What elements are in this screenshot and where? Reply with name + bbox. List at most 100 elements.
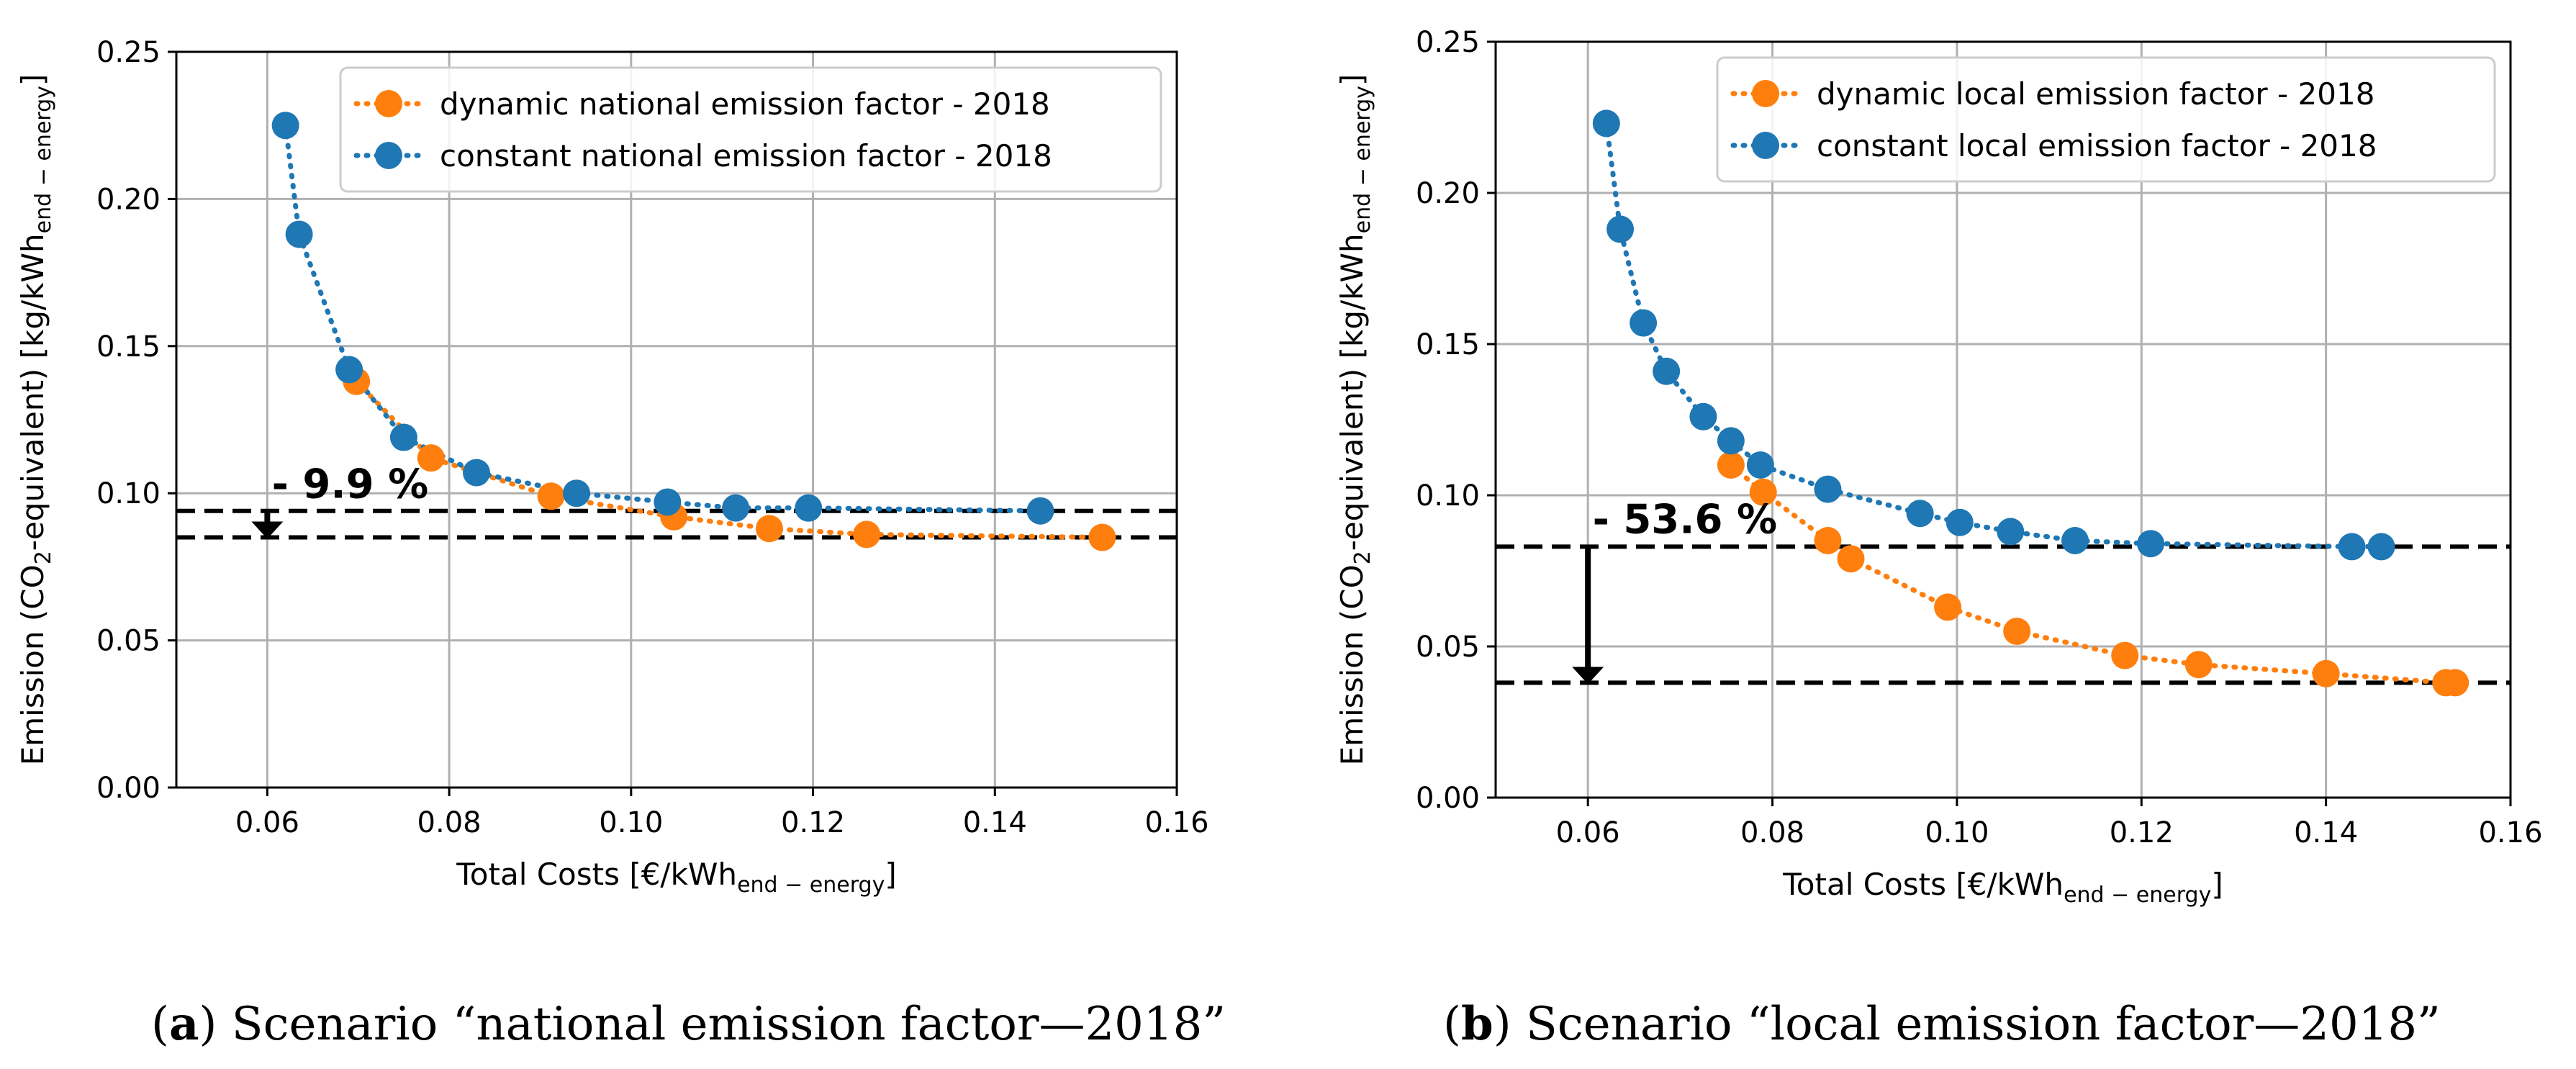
series-line-dynamic — [1728, 462, 2458, 685]
data-point-dynamic — [1814, 527, 1842, 554]
x-axis-label-sub: end − energy — [2064, 883, 2211, 908]
data-point-constant — [1592, 109, 1620, 137]
y-axis-label-close: ] — [15, 74, 50, 86]
data-point-constant — [722, 494, 750, 522]
data-point-constant — [1689, 402, 1717, 430]
data-point-dynamic — [2312, 659, 2340, 687]
data-point-constant — [1026, 497, 1054, 525]
series-line-constant — [283, 122, 1043, 514]
data-point-constant — [1997, 518, 2025, 546]
legend-entry-constant: constant local emission factor - 2018 — [1730, 128, 2377, 163]
y-axis-label-mid: -equivalent) [kg/kWh — [1334, 233, 1370, 551]
legend-box — [339, 66, 1162, 193]
data-point-constant — [285, 220, 313, 248]
data-point-dynamic — [417, 444, 445, 472]
data-point-constant — [2061, 527, 2089, 554]
reduction-arrow-head — [251, 521, 284, 539]
x-tick-label: 0.14 — [963, 806, 1027, 839]
legend: dynamic local emission factor - 2018 cons… — [1716, 56, 2496, 183]
data-point-dynamic — [2441, 669, 2469, 697]
y-tick-label: 0.20 — [96, 183, 161, 216]
y-tick-label: 0.10 — [96, 477, 161, 510]
reduction-arrow-head — [1572, 667, 1604, 685]
data-point-dynamic — [1088, 523, 1116, 551]
legend-marker — [1752, 80, 1779, 107]
data-point-constant — [795, 494, 823, 522]
data-point-dynamic — [1749, 478, 1777, 506]
x-axis-label: Total Costs [€/kWhend − energy] — [456, 857, 896, 898]
y-tick-label: 0.15 — [96, 330, 161, 364]
x-tick-label: 0.08 — [417, 806, 482, 839]
data-point-dynamic — [755, 515, 783, 543]
caption-letter: b — [1460, 997, 1493, 1051]
data-point-dynamic — [853, 520, 881, 549]
data-point-constant — [389, 423, 417, 451]
data-point-constant — [335, 356, 363, 384]
chart-national: 0.06 0.08 0.10 0.12 0.14 0.16 0.00 0.05 0.10 0.15… — [15, 36, 1209, 898]
data-point-constant — [2137, 530, 2165, 558]
caption-letter: a — [168, 997, 199, 1051]
legend-entry-dynamic: dynamic local emission factor - 2018 — [1730, 76, 2374, 112]
legend-label: constant local emission factor - 2018 — [1817, 128, 2377, 163]
y-axis-label-sub1: 2 — [1350, 551, 1375, 564]
data-point-constant — [1814, 475, 1842, 503]
legend-entry-dynamic: dynamic national emission factor - 2018 — [353, 86, 1050, 122]
data-point-dynamic — [1934, 593, 1962, 621]
data-point-constant — [1717, 427, 1745, 455]
y-axis-label-pre: Emission (CO — [15, 564, 50, 765]
caption-national: (a) Scenario “national emission factor—2… — [151, 997, 1226, 1051]
data-point-constant — [1630, 309, 1658, 337]
data-point-constant — [271, 112, 299, 140]
x-tick-label: 0.10 — [599, 806, 663, 839]
y-tick-label: 0.05 — [1416, 631, 1480, 664]
legend-label: constant national emission factor - 2018 — [440, 138, 1052, 173]
data-point-constant — [2367, 533, 2395, 561]
legend-marker — [375, 142, 402, 169]
data-point-constant — [2338, 533, 2366, 561]
x-tick-label: 0.08 — [1740, 816, 1804, 849]
y-axis-label: Emission (CO2-equivalent) [kg/kWhend − e… — [1334, 74, 1375, 766]
plot-area: - 9.9 % — [176, 112, 1177, 551]
data-point-dynamic — [2184, 651, 2213, 679]
x-tick-label: 0.12 — [781, 806, 845, 839]
data-point-constant — [654, 488, 682, 516]
caption-text: Scenario “national emission factor—2018” — [217, 998, 1226, 1051]
data-point-constant — [1746, 451, 1774, 479]
x-axis-label-close: ] — [2211, 867, 2223, 902]
caption-local: (b) Scenario “local emission factor—2018… — [1443, 997, 2441, 1051]
data-point-constant — [1906, 500, 1934, 528]
data-point-constant — [563, 479, 590, 508]
x-axis-label-close: ] — [885, 857, 896, 892]
data-point-dynamic — [2003, 618, 2031, 645]
series-line-constant — [1604, 120, 2385, 549]
x-axis-label-main: Total Costs [€/kWh — [456, 857, 737, 892]
legend-box — [1716, 56, 2496, 183]
y-axis-label-mid: -equivalent) [kg/kWh — [15, 233, 50, 551]
y-axis-label-sub1: 2 — [31, 551, 56, 564]
plot-area: - 53.6 % — [1496, 109, 2511, 697]
data-point-constant — [463, 459, 490, 487]
y-axis-label-close: ] — [1334, 74, 1370, 86]
x-tick-label: 0.06 — [1556, 816, 1620, 849]
data-point-dynamic — [537, 482, 565, 510]
axes-frame — [1494, 40, 2512, 799]
reduction-label: - 53.6 % — [1593, 497, 1778, 543]
y-tick-label: 0.10 — [1416, 479, 1480, 513]
y-axis-label-pre: Emission (CO — [1334, 564, 1370, 765]
y-tick-label: 0.00 — [96, 772, 161, 805]
data-point-dynamic — [1717, 451, 1745, 479]
y-tick-label: 0.25 — [1416, 26, 1480, 59]
data-point-constant — [1653, 357, 1681, 385]
legend-label: dynamic national emission factor - 2018 — [440, 86, 1050, 122]
caption-text: Scenario “local emission factor—2018” — [1511, 998, 2441, 1051]
y-tick-label: 0.05 — [96, 625, 161, 658]
y-tick-label: 0.15 — [1416, 328, 1480, 361]
x-tick-label: 0.10 — [1925, 816, 1989, 849]
x-tick-label: 0.06 — [235, 806, 299, 839]
legend-marker — [1752, 132, 1779, 159]
y-tick-label: 0.20 — [1416, 177, 1480, 210]
y-axis-label: Emission (CO2-equivalent) [kg/kWhend − e… — [15, 74, 56, 766]
axes-frame — [175, 50, 1178, 789]
y-tick-label: 0.00 — [1416, 782, 1480, 815]
